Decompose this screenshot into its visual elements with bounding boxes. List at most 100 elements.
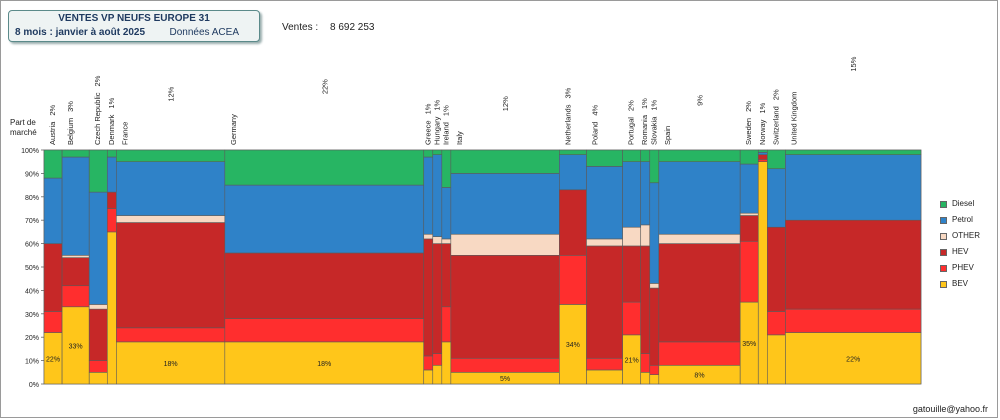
country-label: Netherlands — [563, 104, 572, 145]
column-header-united-kingdom: United Kingdom — [789, 92, 798, 145]
column-header-romania: Romania 1% — [640, 98, 649, 145]
segment-france-bev — [116, 341, 226, 385]
segment-slovakia-other — [649, 283, 660, 289]
segment-czech-republic-bev — [88, 371, 108, 385]
footer-email: gatouille@yahoo.fr — [912, 404, 988, 414]
segment-sweden-other — [739, 212, 759, 216]
legend-item-bev: BEV — [940, 278, 998, 294]
segment-romania-diesel — [640, 149, 651, 162]
share-label: 1% — [107, 97, 116, 108]
share-label: 9% — [695, 95, 704, 106]
column-header-portugal: Portugal 2% — [627, 100, 636, 145]
segment-germany-diesel — [224, 149, 425, 186]
share-label: 2% — [627, 100, 636, 111]
segment-italy-phev — [450, 357, 560, 373]
column-header-germany: Germany — [229, 114, 238, 145]
legend-label: BEV — [952, 279, 969, 288]
share-label: 2% — [771, 89, 780, 100]
bev-label-austria: 22% — [46, 356, 60, 363]
legend-item-hev: HEV — [940, 246, 998, 262]
segment-switzerland-hev — [766, 226, 786, 312]
share-label-germany: 22% — [320, 79, 329, 94]
segment-slovakia-diesel — [649, 149, 660, 184]
y-tick-label: 0% — [29, 382, 39, 389]
share-label-spain: 9% — [695, 95, 704, 106]
segment-united-kingdom-phev — [785, 308, 922, 333]
share-label: 3% — [66, 101, 75, 112]
country-label: Romania — [640, 114, 649, 145]
segment-italy-petrol — [450, 173, 560, 235]
segment-sweden-diesel — [739, 149, 759, 165]
share-label: 1% — [423, 103, 432, 114]
segment-spain-diesel — [658, 149, 741, 162]
bev-label-italy: 5% — [500, 376, 510, 383]
segment-greece-petrol — [423, 156, 434, 235]
segment-ireland-phev — [441, 306, 452, 343]
legend-item-other: OTHER — [940, 230, 998, 246]
segment-austria-phev — [43, 311, 63, 333]
segment-belgium-petrol — [61, 156, 90, 256]
segment-belgium-other — [61, 255, 90, 258]
segment-romania-petrol — [640, 161, 651, 226]
bev-label-france: 18% — [164, 361, 178, 368]
share-label: 2% — [48, 104, 57, 115]
segment-czech-republic-other — [88, 304, 108, 310]
segment-poland-diesel — [586, 149, 623, 167]
segment-norway-hev — [757, 154, 768, 160]
column-header-denmark: Denmark 1% — [107, 97, 116, 145]
segment-austria-hev — [43, 243, 63, 312]
share-label: 22% — [320, 79, 329, 94]
segment-sweden-petrol — [739, 163, 759, 214]
segment-portugal-hev — [622, 245, 642, 303]
segment-austria-petrol — [43, 177, 63, 244]
y-tick-label: 100% — [21, 148, 39, 155]
segment-greece-diesel — [423, 149, 434, 158]
country-label: Austria — [48, 121, 57, 145]
segment-belgium-hev — [61, 257, 90, 287]
y-axis-label: Part de marché — [10, 118, 37, 137]
segment-france-phev — [116, 327, 226, 343]
y-tick-label: 70% — [25, 218, 39, 225]
segment-ireland-other — [441, 238, 452, 244]
segment-greece-phev — [423, 355, 434, 371]
segment-portugal-phev — [622, 301, 642, 336]
share-label-united-kingdom: 15% — [849, 56, 858, 71]
segment-france-diesel — [116, 149, 226, 162]
share-label: 15% — [849, 56, 858, 71]
segment-poland-petrol — [586, 166, 623, 240]
segment-united-kingdom-diesel — [785, 149, 922, 155]
column-header-greece: Greece 1% — [423, 103, 432, 145]
segment-norway-bev — [757, 161, 768, 385]
country-label: United Kingdom — [789, 92, 798, 145]
segment-hungary-other — [432, 236, 443, 244]
segment-norway-phev — [757, 159, 768, 163]
column-header-czech-republic: Czech Republic 2% — [93, 75, 102, 145]
legend-label: PHEV — [952, 263, 974, 272]
segment-slovakia-petrol — [649, 182, 660, 284]
column-header-sweden: Sweden 2% — [744, 101, 753, 145]
segment-denmark-bev — [106, 231, 117, 385]
sales-value: 8 692 253 — [330, 22, 375, 33]
segment-spain-other — [658, 233, 741, 244]
country-label: Sweden — [744, 118, 753, 145]
share-label: 4% — [590, 104, 599, 115]
segment-romania-other — [640, 224, 651, 247]
chart-title: VENTES VP NEUFS EUROPE 31 — [58, 13, 210, 24]
segment-romania-bev — [640, 371, 651, 385]
share-label: 1% — [441, 105, 450, 116]
country-label: Norway — [758, 119, 767, 145]
legend-label: Petrol — [952, 215, 973, 224]
segment-poland-bev — [586, 369, 623, 385]
y-tick-label: 40% — [25, 288, 39, 295]
column-header-norway: Norway 1% — [758, 102, 767, 145]
share-label: 1% — [640, 98, 649, 109]
country-label: Denmark — [107, 114, 116, 145]
column-header-poland: Poland 4% — [590, 104, 599, 145]
segment-germany-petrol — [224, 184, 425, 254]
segment-ireland-petrol — [441, 187, 452, 240]
segment-romania-phev — [640, 353, 651, 373]
country-label: Hungary — [432, 116, 441, 145]
title-box: VENTES VP NEUFS EUROPE 31 8 mois : janvi… — [8, 10, 260, 42]
segment-belgium-phev — [61, 285, 90, 308]
segment-czech-republic-petrol — [88, 191, 108, 305]
